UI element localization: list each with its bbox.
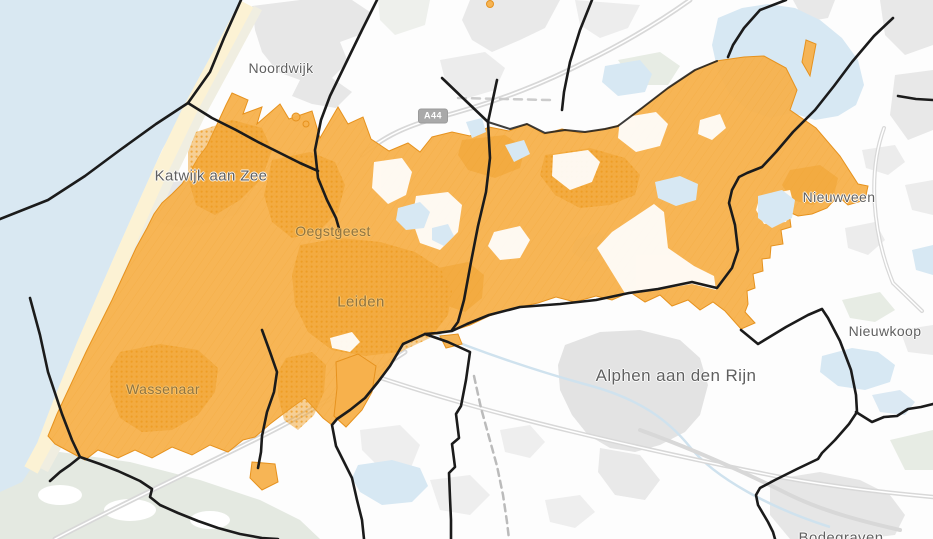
road-shield-a44: A44 xyxy=(417,108,449,124)
place-label-wassenaar: Wassenaar xyxy=(126,381,200,397)
place-label-noordwijk: Noordwijk xyxy=(248,60,314,76)
place-label-katwijk-aan-zee: Katwijk aan Zee xyxy=(154,167,268,185)
selection-area-layer xyxy=(47,0,869,491)
place-label-nieuwveen: Nieuwveen xyxy=(802,189,876,205)
place-label-leiden: Leiden xyxy=(337,293,385,311)
place-label-oegstgeest: Oegstgeest xyxy=(295,223,371,239)
place-label-nieuwkoop: Nieuwkoop xyxy=(848,323,922,339)
place-label-bodegraven: Bodegraven xyxy=(798,529,884,539)
place-label-alphen-aan-den-rijn: Alphen aan den Rijn xyxy=(595,366,757,385)
